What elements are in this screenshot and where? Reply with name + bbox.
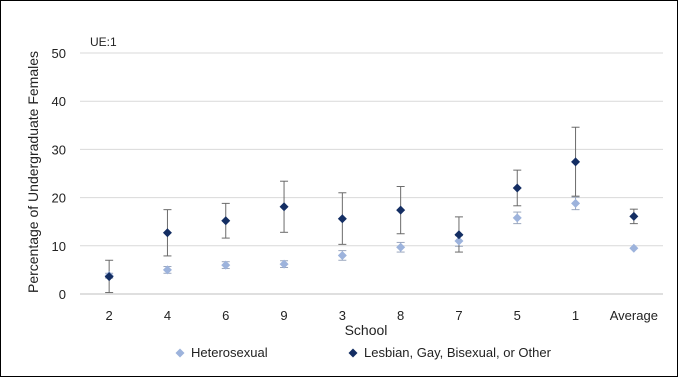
x-tick-label: Average xyxy=(610,308,658,323)
x-tick-label: 2 xyxy=(106,308,113,323)
x-tick-label: 5 xyxy=(514,308,521,323)
heterosexual-point xyxy=(279,259,289,269)
heterosexual-point xyxy=(337,250,347,260)
lgbo-point xyxy=(279,202,289,212)
chart-annotation: UE:1 xyxy=(90,35,117,49)
x-tick-label: 8 xyxy=(397,308,404,323)
y-tick-labels: 0 10 20 30 40 50 xyxy=(52,46,66,302)
heterosexual-point xyxy=(629,243,639,253)
lgbo-point xyxy=(571,157,581,167)
heterosexual-point xyxy=(396,242,406,252)
y-tick-label: 30 xyxy=(52,142,66,157)
heterosexual-point xyxy=(571,198,581,208)
x-tick-label: 4 xyxy=(164,308,171,323)
y-tick-label: 40 xyxy=(52,94,66,109)
legend: Heterosexual Lesbian, Gay, Bisexual, or … xyxy=(175,345,552,360)
error-bars xyxy=(105,126,638,294)
lgbo-point xyxy=(162,228,172,238)
legend-marker-lgbo xyxy=(348,348,358,358)
x-axis-label: School xyxy=(345,322,388,338)
gridlines xyxy=(80,52,663,295)
x-tick-label: 6 xyxy=(222,308,229,323)
heterosexual-point xyxy=(512,213,522,223)
lgbo-point xyxy=(221,216,231,226)
x-tick-label: 7 xyxy=(455,308,462,323)
y-axis-label: Percentage of Undergraduate Females xyxy=(25,51,41,293)
heterosexual-point xyxy=(221,260,231,270)
x-tick-label: 3 xyxy=(339,308,346,323)
heterosexual-point xyxy=(454,236,464,246)
y-tick-label: 50 xyxy=(52,46,66,61)
lgbo-point xyxy=(337,214,347,224)
lgbo-point xyxy=(512,183,522,193)
x-tick-label: 9 xyxy=(280,308,287,323)
legend-marker-heterosexual xyxy=(175,348,185,358)
legend-label-heterosexual: Heterosexual xyxy=(191,345,268,360)
data-points xyxy=(104,157,639,282)
y-tick-label: 0 xyxy=(59,287,66,302)
x-tick-labels: 2 4 6 9 3 8 7 5 1 Average xyxy=(106,308,658,323)
lgbo-point xyxy=(454,230,464,240)
lgbo-point xyxy=(396,205,406,215)
y-tick-label: 10 xyxy=(52,239,66,254)
x-tick-label: 1 xyxy=(572,308,579,323)
y-tick-label: 20 xyxy=(52,191,66,206)
legend-label-lgbo: Lesbian, Gay, Bisexual, or Other xyxy=(364,345,552,360)
lgbo-point xyxy=(629,211,639,221)
heterosexual-point xyxy=(162,265,172,275)
lgbo-point xyxy=(104,272,114,282)
